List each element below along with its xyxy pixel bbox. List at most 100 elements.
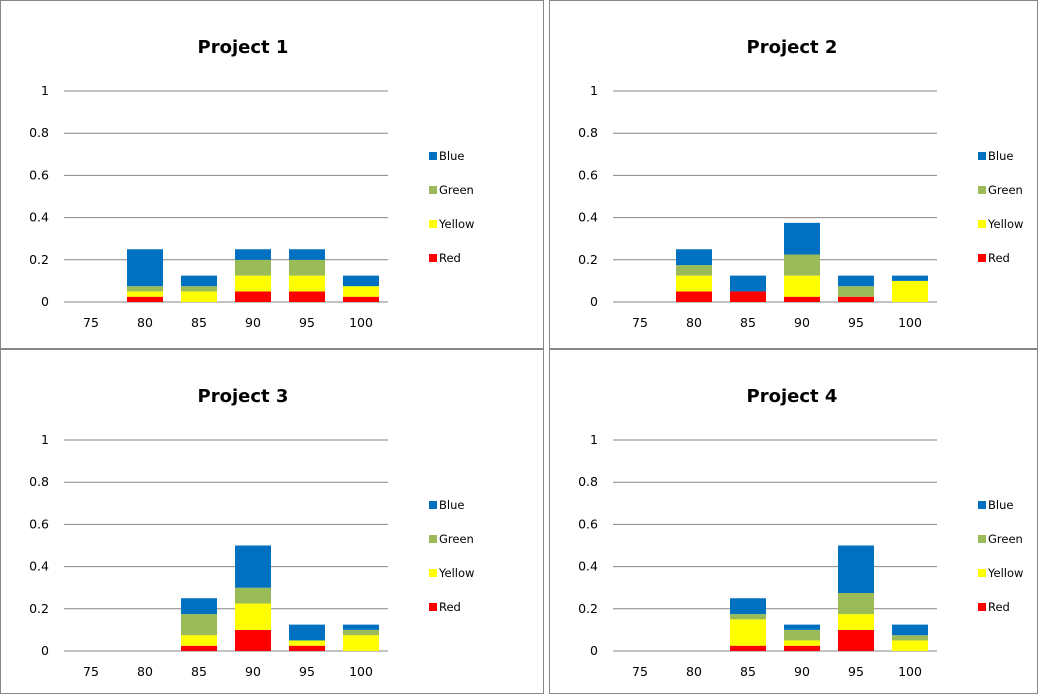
bar-segment-green: [676, 265, 712, 276]
chart-svg: Project 2 0 0.2 0.4 0.6 0.8 1 75 80 85 90 95 100 Blue…: [578, 37, 1023, 330]
bar-segment-green: [289, 259, 325, 276]
bar-segment-yellow: [127, 291, 163, 297]
bar-segment-green: [235, 259, 271, 276]
legend-label-green: Green: [439, 183, 474, 197]
legend-swatch-yellow: [429, 220, 437, 228]
bar-segment-yellow: [730, 619, 766, 646]
bar-segment-blue: [235, 249, 271, 260]
bar-segment-red: [235, 291, 271, 302]
bar-segment-yellow: [343, 635, 379, 651]
y-tick-label: 0.2: [29, 252, 49, 267]
x-tick-label: 85: [740, 315, 756, 330]
legend-label-yellow: Yellow: [438, 217, 474, 231]
x-tick-label: 100: [349, 315, 373, 330]
x-tick-label: 90: [794, 664, 810, 679]
legend-label-red: Red: [988, 600, 1010, 614]
bar-segment-blue: [730, 598, 766, 615]
bar-segment-yellow: [784, 275, 820, 297]
legend-label-blue: Blue: [988, 149, 1013, 163]
y-tick-label: 0: [590, 294, 598, 309]
bar-segment-yellow: [892, 640, 928, 651]
legend-label-red: Red: [988, 251, 1010, 265]
bar-segment-blue: [235, 545, 271, 588]
legend-label-blue: Blue: [439, 498, 464, 512]
bar-segment-yellow: [343, 286, 379, 297]
bar-segment-green: [127, 286, 163, 292]
y-tick-label: 0: [590, 643, 598, 658]
bar-segment-red: [343, 296, 379, 302]
chart-svg: Project 4 0 0.2 0.4 0.6 0.8 1 75 80 85 90 95 100 Blue…: [578, 386, 1023, 679]
legend-label-red: Red: [439, 600, 461, 614]
bar-segment-blue: [784, 624, 820, 630]
bar-segment-red: [289, 291, 325, 302]
bar-segment-red: [784, 296, 820, 302]
y-tick-label: 0.8: [578, 125, 598, 140]
chart-title: Project 1: [198, 37, 289, 58]
x-tick-label: 75: [632, 664, 648, 679]
legend-swatch-green: [429, 535, 437, 543]
y-tick-label: 0.2: [578, 252, 598, 267]
legend-label-green: Green: [439, 532, 474, 546]
x-tick-label: 100: [898, 664, 922, 679]
y-tick-label: 0.4: [578, 559, 598, 574]
x-tick-label: 80: [686, 315, 702, 330]
x-tick-label: 95: [299, 664, 315, 679]
legend-swatch-green: [429, 186, 437, 194]
legend-label-blue: Blue: [439, 149, 464, 163]
bar-segment-blue: [127, 249, 163, 287]
bar-segment-green: [181, 614, 217, 636]
x-tick-label: 75: [83, 315, 99, 330]
x-tick-label: 75: [83, 664, 99, 679]
y-tick-label: 0.4: [29, 210, 49, 225]
bar-segment-red: [676, 291, 712, 302]
x-tick-label: 90: [794, 315, 810, 330]
y-tick-label: 1: [590, 432, 598, 447]
legend-swatch-green: [978, 535, 986, 543]
bar-segment-green: [784, 254, 820, 276]
bar-segment-blue: [838, 545, 874, 593]
bar-segment-blue: [181, 598, 217, 615]
legend-label-green: Green: [988, 532, 1023, 546]
y-tick-label: 0.6: [29, 167, 49, 182]
y-tick-label: 0.6: [578, 516, 598, 531]
y-tick-label: 0.6: [578, 167, 598, 182]
x-tick-label: 95: [299, 315, 315, 330]
x-tick-label: 80: [686, 664, 702, 679]
y-tick-label: 1: [41, 83, 49, 98]
bar-segment-blue: [181, 275, 217, 287]
bar-segment-green: [730, 614, 766, 620]
x-tick-label: 85: [740, 664, 756, 679]
bar-segment-yellow: [235, 275, 271, 292]
x-tick-label: 85: [191, 315, 207, 330]
legend-swatch-green: [978, 186, 986, 194]
legend-label-yellow: Yellow: [987, 217, 1023, 231]
y-tick-label: 0.8: [29, 474, 49, 489]
chart-title: Project 2: [747, 37, 838, 58]
chart-panel-project-2: Project 2 0 0.2 0.4 0.6 0.8 1 75 80 85 90 95 100 Blue…: [549, 0, 1038, 349]
bar-segment-blue: [892, 624, 928, 636]
bar-segment-red: [838, 629, 874, 651]
y-tick-label: 0: [41, 294, 49, 309]
y-tick-label: 0: [41, 643, 49, 658]
legend-swatch-blue: [429, 152, 437, 160]
legend-swatch-blue: [978, 501, 986, 509]
y-tick-label: 0.4: [578, 210, 598, 225]
bar-segment-yellow: [676, 275, 712, 292]
bar-segment-red: [838, 296, 874, 302]
bar-segment-green: [784, 629, 820, 641]
chart-title: Project 4: [747, 386, 838, 407]
y-tick-label: 0.2: [29, 601, 49, 616]
bar-segment-red: [730, 291, 766, 302]
bar-segment-yellow: [784, 640, 820, 646]
bar-segment-yellow: [289, 275, 325, 292]
y-tick-label: 0.4: [29, 559, 49, 574]
bar-segment-yellow: [181, 291, 217, 302]
chart-panel-project-4: Project 4 0 0.2 0.4 0.6 0.8 1 75 80 85 90 95 100 Blue…: [549, 349, 1038, 694]
legend-swatch-red: [978, 254, 986, 262]
bar-segment-blue: [289, 624, 325, 641]
y-tick-label: 0.6: [29, 516, 49, 531]
bar-segment-yellow: [181, 635, 217, 646]
bar-segment-yellow: [838, 614, 874, 630]
bar-segment-green: [181, 286, 217, 292]
bar-segment-yellow: [892, 280, 928, 302]
